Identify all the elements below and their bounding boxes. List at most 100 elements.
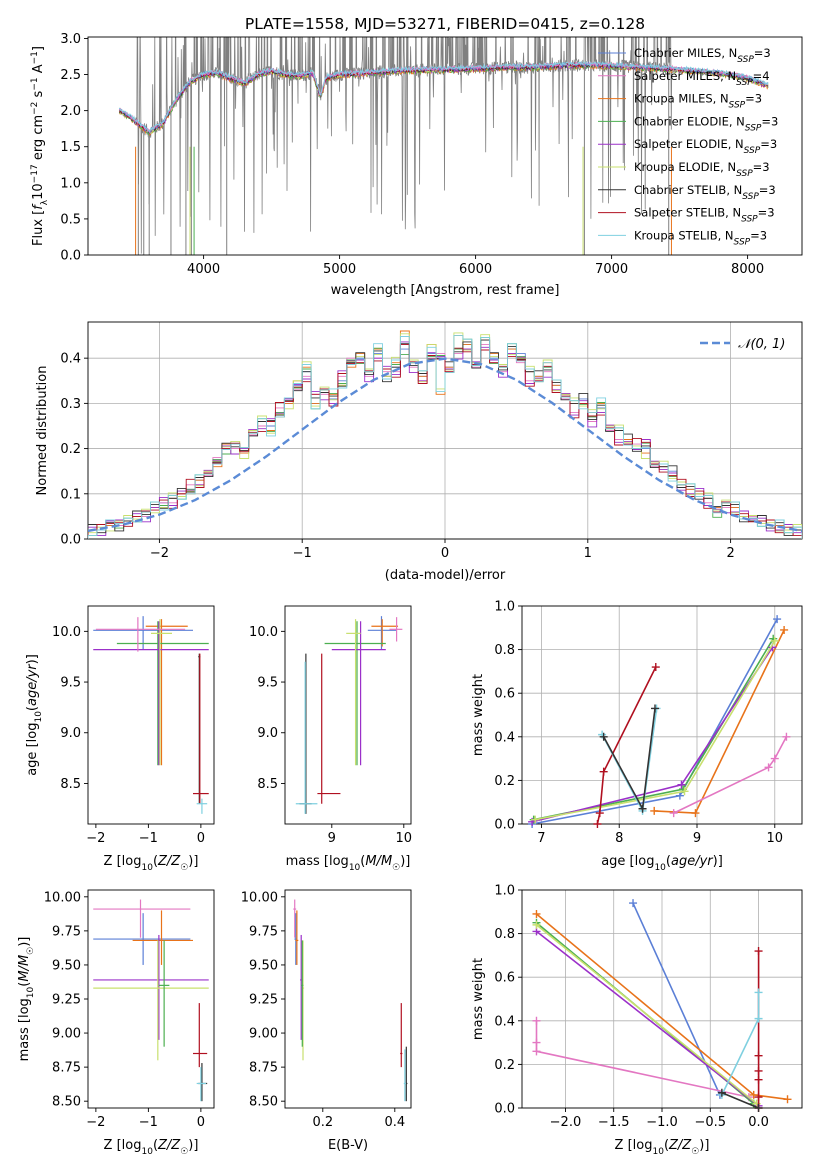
y-tick-label: 1.0 [494, 600, 515, 615]
weight-line-salpeter_miles [535, 1020, 750, 1098]
weight_vs_age-x-label: age [log10(age/yr)] [601, 854, 723, 873]
weight-line-kroupa_elodie [535, 924, 758, 1105]
y-tick-label: 9.75 [52, 924, 81, 939]
y-tick-label: 0.2 [494, 1058, 515, 1073]
y-tick-label: 8.75 [52, 1061, 81, 1076]
age_vs_mass-x-label: mass [log10(M/M☉)] [286, 854, 411, 873]
y-tick-label: 9.00 [52, 1027, 81, 1042]
y-tick-label: 2.0 [60, 104, 81, 119]
y-tick-label: 8.75 [249, 1061, 278, 1076]
mass_vs_Z-errorbars [93, 899, 209, 1102]
weight_vs_age-panel: 7 8 9 10 0.0 0.2 0.4 0.6 0.8 1.0 age [log10(age/yr… [471, 600, 803, 873]
x-tick-label: 10 [767, 831, 784, 846]
weight_vs_age-y-label: mass weight [471, 674, 486, 756]
weight-point-kroupa_miles [749, 1090, 758, 1099]
x-tick-label: 0.0 [748, 1115, 769, 1130]
spectrum-panel: 4000 5000 6000 7000 8000 0.0 0.5 1.0 1.5 2.0 2.5 3.… [30, 32, 803, 298]
weight-point-kroupa_miles [650, 806, 659, 815]
normal-curve [88, 357, 802, 533]
x-tick-label: 4000 [187, 262, 220, 277]
weight-point-kroupa_stelib [754, 988, 763, 997]
mass_vs_Z-panel: −2 −1 0 8.50 8.75 9.00 9.25 9.50 9.75 10.00 Z [log… [17, 889, 215, 1157]
legend-label-salpeter_elodie: Salpeter ELODIE, NSSP=3 [634, 137, 777, 156]
weight-line-salpeter_elodie [536, 930, 760, 1107]
x-tick-label: −2.0 [550, 1115, 582, 1130]
y-tick-label: 8.5 [60, 777, 81, 792]
y-tick-label: 0.3 [60, 397, 81, 412]
mass_vs_Z-x-label: Z [log10(Z/Z☉)] [104, 1138, 199, 1157]
weight-point-salpeter_miles [782, 732, 791, 741]
weight-point-chabrier_miles [629, 899, 638, 908]
y-tick-label: 0.1 [60, 487, 81, 502]
x-tick-label: 5000 [323, 262, 356, 277]
plot-frame [284, 889, 412, 1109]
x-tick-label: −2 [86, 1115, 105, 1130]
weight-point-salpeter_miles [770, 754, 779, 763]
weight_vs_Z-x-label: Z [log10(Z/Z☉)] [615, 1138, 710, 1157]
weight-point-kroupa_elodie [531, 815, 540, 824]
x-tick-label: 0.2 [312, 1115, 333, 1130]
weight_vs_age-lines [528, 615, 791, 828]
x-tick-label: 9 [693, 831, 701, 846]
plot-frame [87, 889, 215, 1109]
weight-point-salpeter_stelib [651, 663, 660, 672]
y-tick-label: 0.2 [60, 442, 81, 457]
x-tick-label: −1 [139, 831, 158, 846]
y-tick-label: 9.0 [257, 726, 278, 741]
weight-point-kroupa_elodie [770, 636, 779, 645]
legend-label-salpeter_stelib: Salpeter STELIB, NSSP=3 [634, 206, 775, 225]
y-tick-label: 9.5 [257, 676, 278, 691]
x-tick-label: 6000 [459, 262, 492, 277]
legend-label-kroupa_stelib: Kroupa STELIB, NSSP=3 [634, 228, 767, 247]
weight-point-salpeter_stelib [599, 767, 608, 776]
weight-point-salpeter_stelib [754, 947, 763, 956]
spectrum-y-label: Flux [fλ10−17 erg cm−2 s−1 A−1] [30, 46, 50, 246]
histogram-salpeter_stelib [88, 344, 802, 539]
y-tick-label: 1.0 [494, 884, 515, 899]
y-tick-label: 0.4 [494, 1014, 515, 1029]
mass_vs_Z-y-label: mass [log10(M/M☉)] [17, 937, 36, 1062]
y-tick-label: 0.6 [494, 971, 515, 986]
plot-frame [284, 605, 412, 825]
y-tick-label: 1.5 [60, 140, 81, 155]
weight-point-kroupa_miles [780, 625, 789, 634]
y-tick-label: 10.00 [44, 890, 81, 905]
weight-point-salpeter_miles [669, 809, 678, 818]
weight-point-chabrier_miles [773, 615, 782, 624]
weight-point-salpeter_stelib [593, 820, 602, 828]
x-tick-label: 7000 [595, 262, 628, 277]
residuals-x-label: (data-model)/error [385, 568, 506, 583]
y-tick-label: 0.5 [60, 212, 81, 227]
y-tick-label: 0.0 [60, 533, 81, 548]
y-tick-label: 0.0 [60, 249, 81, 264]
x-tick-label: 0 [197, 1115, 205, 1130]
x-tick-label: −2 [86, 831, 105, 846]
spectrum-lines [118, 37, 769, 255]
x-tick-label: 10 [396, 831, 413, 846]
age_vs_Z-y-label: age [log10(age/yr)] [25, 654, 44, 776]
age_vs_mass-errorbars [295, 616, 403, 814]
legend-label-chabrier_miles: Chabrier MILES, NSSP=3 [634, 46, 771, 65]
y-tick-label: 9.50 [52, 958, 81, 973]
x-tick-label: 9 [328, 831, 336, 846]
y-tick-label: 0.6 [494, 687, 515, 702]
x-tick-label: −0.5 [694, 1115, 726, 1130]
x-tick-label: 8000 [731, 262, 764, 277]
y-tick-label: 0.0 [494, 818, 515, 833]
y-tick-label: 10.0 [249, 625, 278, 640]
x-tick-label: −2 [150, 546, 169, 561]
weight-point-salpeter_stelib [754, 1051, 763, 1060]
y-tick-label: 9.75 [249, 924, 278, 939]
weight-point-kroupa_elodie [680, 787, 689, 796]
mass_vs_ebv-errorbars [293, 899, 408, 1102]
plot-frame [87, 605, 215, 825]
weight-point-kroupa_elodie [532, 920, 541, 929]
x-tick-label: 7 [537, 831, 545, 846]
weight-line-salpeter_miles [673, 736, 788, 814]
legend-normal-label: 𝒩(0, 1) [738, 337, 785, 352]
y-tick-label: 3.0 [60, 32, 81, 47]
y-tick-label: 0.4 [494, 730, 515, 745]
y-tick-label: 0.0 [494, 1102, 515, 1117]
y-tick-label: 2.5 [60, 68, 81, 83]
